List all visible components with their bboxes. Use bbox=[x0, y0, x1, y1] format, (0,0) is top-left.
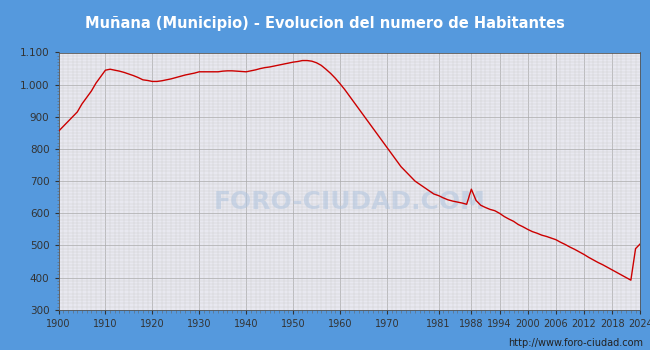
Text: FORO-CIUDAD.COM: FORO-CIUDAD.COM bbox=[213, 190, 486, 214]
Text: Muñana (Municipio) - Evolucion del numero de Habitantes: Muñana (Municipio) - Evolucion del numer… bbox=[85, 16, 565, 31]
Text: http://www.foro-ciudad.com: http://www.foro-ciudad.com bbox=[508, 338, 644, 348]
